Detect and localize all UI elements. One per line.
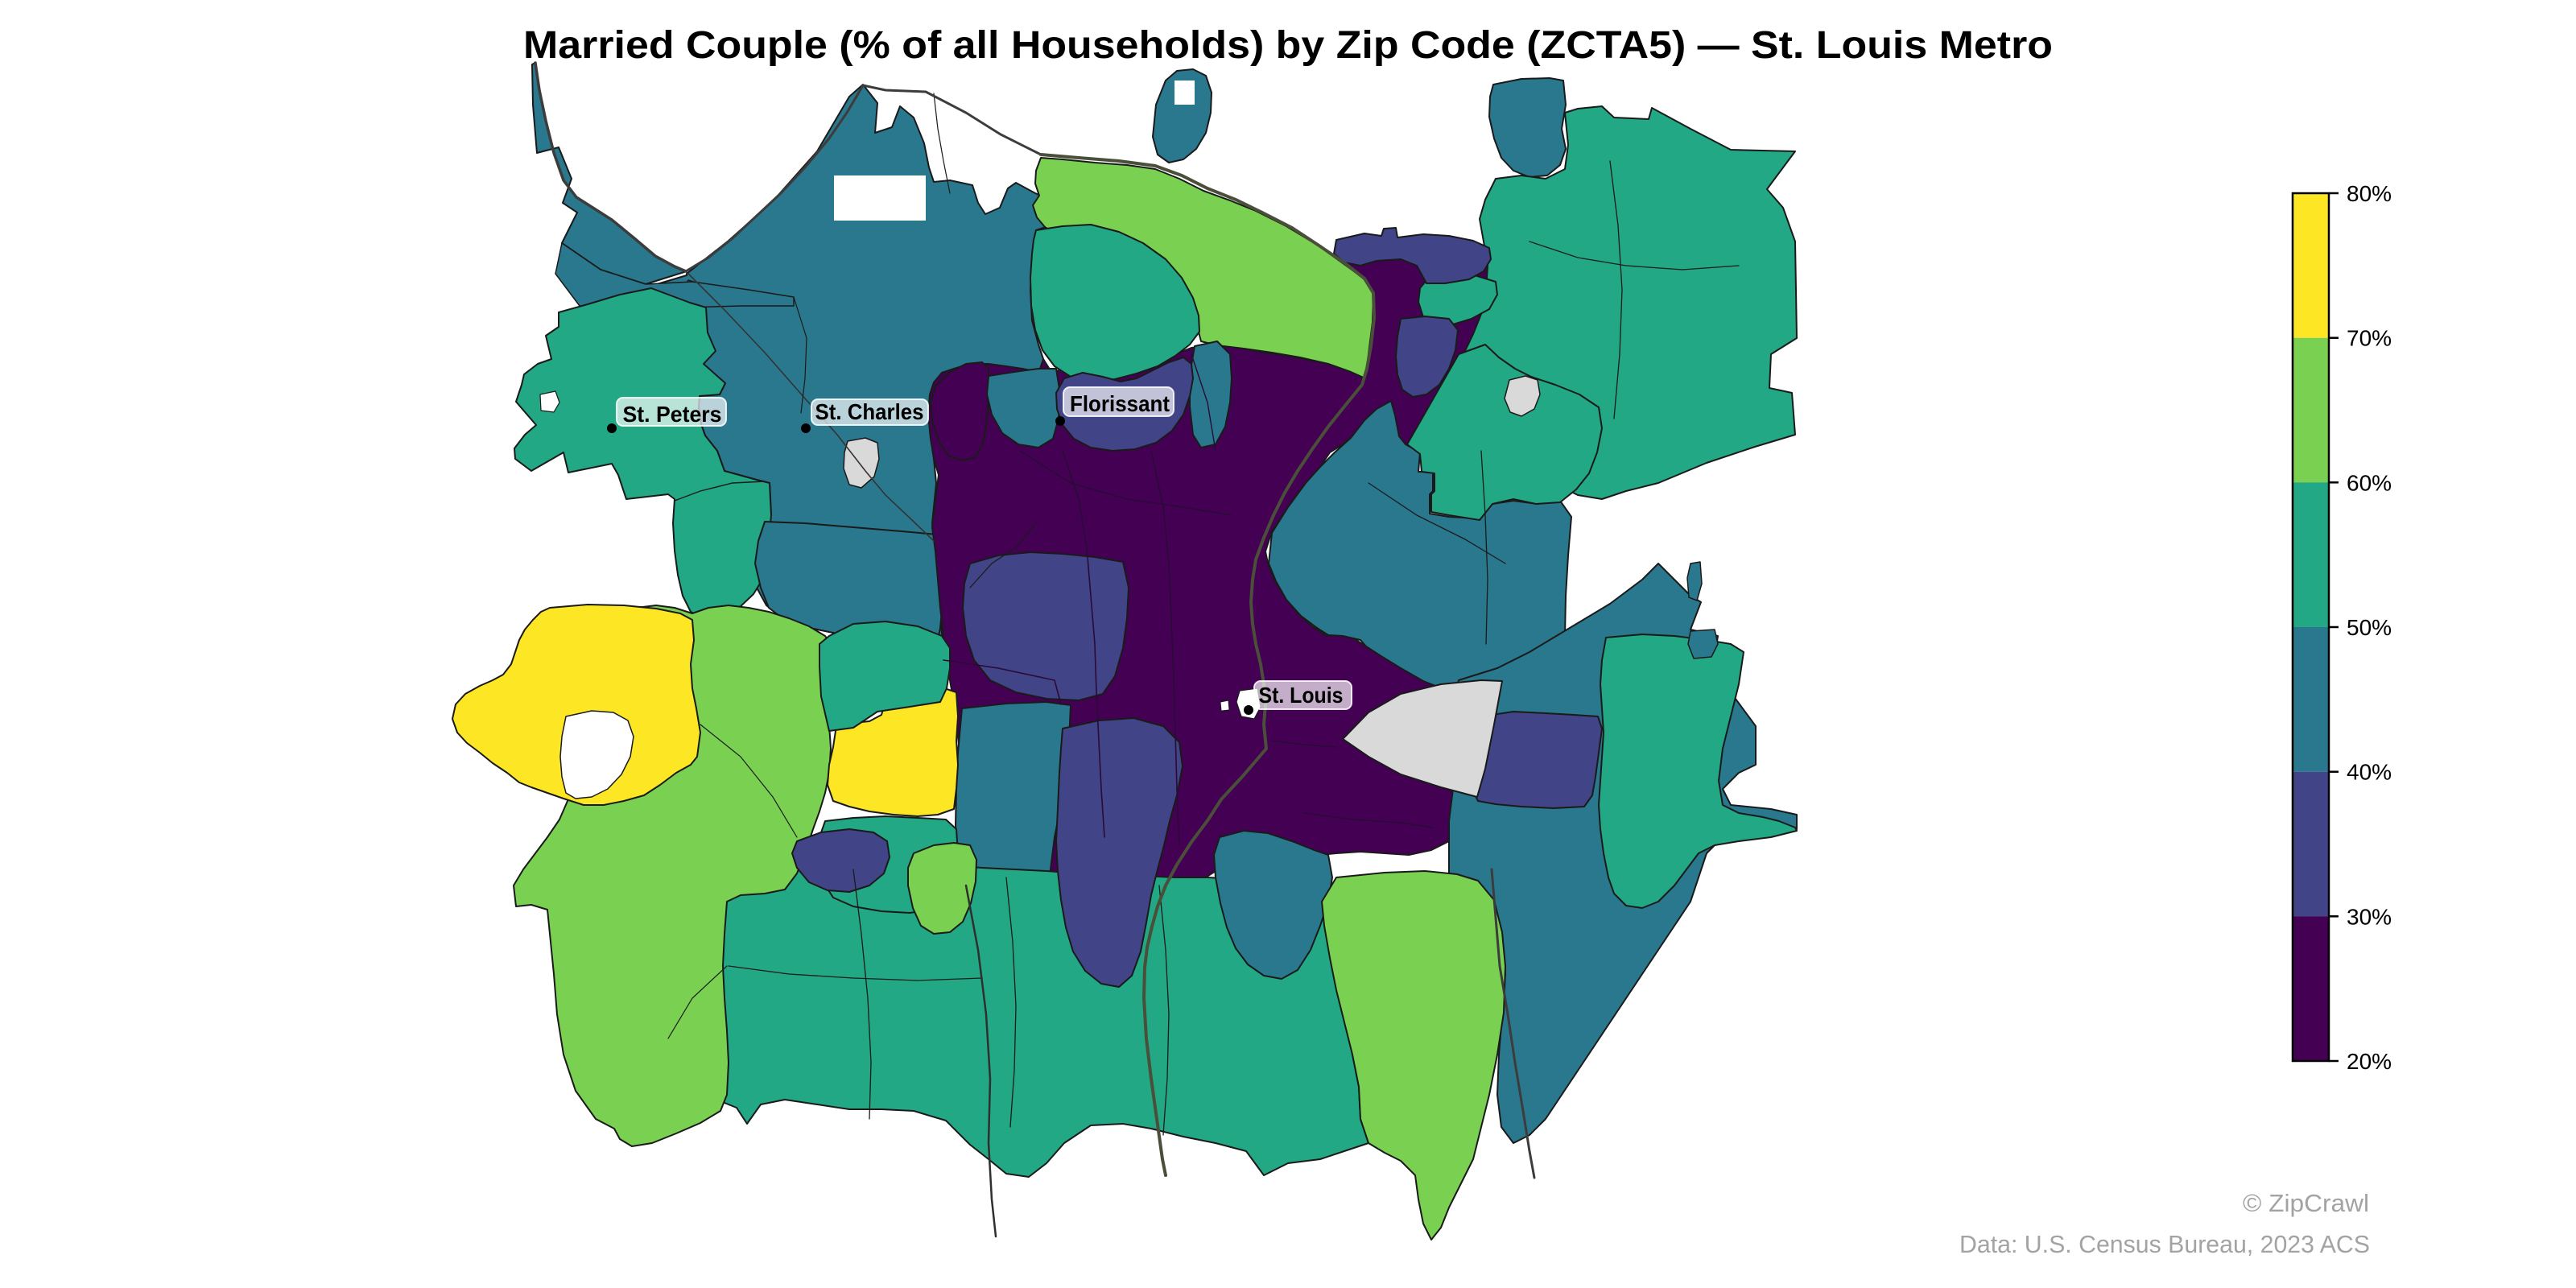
svg-text:St. Charles: St. Charles bbox=[815, 399, 924, 424]
svg-text:50%: 50% bbox=[2347, 615, 2392, 640]
svg-text:60%: 60% bbox=[2347, 470, 2392, 495]
svg-text:Data: U.S. Census Bureau, 2023: Data: U.S. Census Bureau, 2023 ACS bbox=[1959, 1230, 2370, 1258]
svg-text:80%: 80% bbox=[2347, 181, 2392, 206]
svg-text:40%: 40% bbox=[2347, 760, 2392, 785]
svg-text:St. Louis: St. Louis bbox=[1259, 683, 1344, 708]
svg-text:20%: 20% bbox=[2347, 1049, 2392, 1074]
svg-text:Florissant: Florissant bbox=[1070, 391, 1170, 416]
svg-text:30%: 30% bbox=[2347, 904, 2392, 929]
svg-text:St. Peters: St. Peters bbox=[623, 402, 722, 427]
svg-text:Married Couple (% of all House: Married Couple (% of all Households) by … bbox=[523, 24, 2053, 67]
svg-text:© ZipCrawl: © ZipCrawl bbox=[2243, 1189, 2369, 1217]
svg-text:70%: 70% bbox=[2347, 326, 2392, 351]
